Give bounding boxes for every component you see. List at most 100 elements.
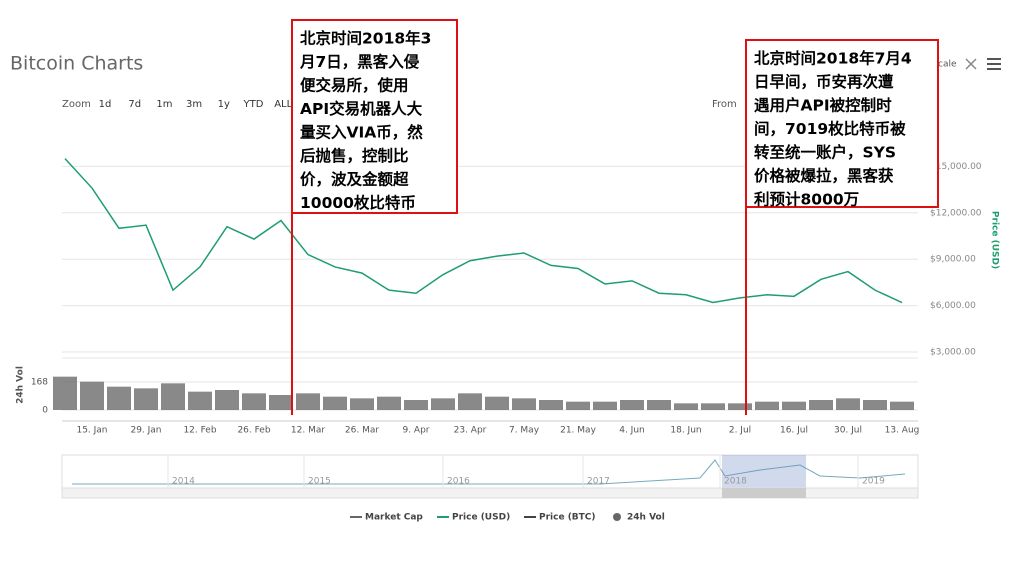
legend-label[interactable]: 24h Vol: [627, 513, 665, 523]
navigator-label: 2018: [724, 477, 747, 487]
legend-symbol: [613, 513, 621, 521]
y-tick-label: $9,000.00: [930, 255, 976, 265]
volume-bar: [593, 401, 617, 410]
volume-axis-title: 24h Vol: [16, 366, 26, 404]
navigator-label: 2019: [862, 477, 885, 487]
volume-bar: [539, 400, 563, 410]
volume-bar: [701, 403, 725, 410]
y-tick-label: $12,000.00: [930, 208, 982, 218]
annotation-text: 转至统一账户，SYS: [754, 143, 896, 162]
volume-bar: [674, 403, 698, 410]
price-line: [64, 158, 903, 304]
volume-bar: [485, 396, 509, 410]
volume-bar: [134, 388, 158, 410]
volume-bar: [323, 396, 347, 410]
annotation-text: 价格被爆拉，黑客获: [754, 166, 894, 185]
volume-bar: [620, 400, 644, 410]
zoom-button[interactable]: 3m: [186, 99, 202, 110]
navigator-label: 2014: [172, 477, 195, 487]
x-tick-label: 29. Jan: [130, 426, 161, 436]
volume-bar: [566, 401, 590, 410]
scrollbar[interactable]: [61, 487, 919, 499]
volume-bar: [647, 400, 671, 410]
zoom-label: Zoom: [62, 99, 91, 110]
annotation-text: 量买入VIA币，然: [300, 123, 423, 142]
volume-bar: [269, 395, 293, 410]
volume-tick-label: 0: [42, 406, 48, 416]
zoom-button[interactable]: 1y: [218, 99, 230, 110]
legend-label[interactable]: Price (BTC): [539, 513, 596, 523]
x-tick-label: 15. Jan: [76, 426, 107, 436]
zoom-button[interactable]: 7d: [128, 99, 141, 110]
annotation-text: 10000枚比特币: [300, 193, 416, 212]
volume-bar: [512, 398, 536, 410]
zoom-button[interactable]: ALL: [274, 99, 292, 110]
x-tick-label: 26. Feb: [237, 426, 270, 436]
legend-label[interactable]: Price (USD): [452, 513, 510, 523]
navigator-label: 2016: [447, 477, 470, 487]
zoom-button[interactable]: 1d: [99, 99, 112, 110]
volume-bar: [80, 381, 104, 410]
zoom-button[interactable]: YTD: [243, 99, 264, 110]
annotation-box: [291, 19, 458, 214]
annotation-box: [745, 39, 939, 208]
chart-title: Bitcoin Charts: [10, 53, 143, 75]
y-tick-label: $15,000.00: [930, 162, 982, 172]
x-tick-label: 9. Apr: [402, 426, 429, 436]
volume-bar: [161, 383, 185, 410]
volume-bar: [863, 400, 887, 410]
volume-bar: [404, 400, 428, 410]
volume-bar: [350, 398, 374, 410]
volume-bar: [296, 393, 320, 410]
x-tick-label: 12. Feb: [183, 426, 216, 436]
from-label: From: [712, 99, 737, 110]
y-tick-label: $6,000.00: [930, 301, 976, 311]
volume-bar: [377, 396, 401, 410]
y-axis-title: Price (USD): [990, 211, 1000, 269]
x-tick-label: 13. Aug: [885, 426, 920, 436]
annotation-text: API交易机器人大: [300, 99, 423, 118]
x-tick-label: 18. Jun: [670, 426, 701, 436]
volume-bar: [53, 376, 77, 410]
annotation-text: 北京时间2018年7月4: [754, 49, 912, 68]
annotation-text: 后抛售，控制比: [300, 146, 409, 165]
volume-tick-label: 168: [31, 378, 48, 388]
annotation-text: 便交易所，使用: [300, 76, 409, 95]
x-tick-label: 23. Apr: [454, 426, 487, 436]
fullscreen-icon[interactable]: [965, 58, 977, 70]
volume-bar: [431, 398, 455, 410]
volume-bar: [890, 401, 914, 410]
volume-bar: [242, 393, 266, 410]
volume-bar: [728, 403, 752, 410]
y-tick-label: $3,000.00: [930, 348, 976, 358]
navigator-line: [72, 459, 906, 485]
annotation-text: 北京时间2018年3: [300, 29, 431, 48]
navigator-label: 2017: [587, 477, 610, 487]
scale-label: cale: [938, 60, 957, 70]
annotation-text: 日早间，币安再次遭: [754, 72, 894, 91]
volume-bar: [836, 398, 860, 410]
annotation-text: 间，7019枚比特币被: [754, 119, 906, 138]
x-tick-label: 4. Jun: [619, 426, 645, 436]
navigator-label: 2015: [308, 477, 331, 487]
x-tick-label: 12. Mar: [291, 426, 325, 436]
legend-label[interactable]: Market Cap: [365, 513, 423, 523]
volume-bar: [458, 393, 482, 410]
x-tick-label: 7. May: [509, 426, 540, 436]
volume-bar: [215, 390, 239, 410]
x-tick-label: 2. Jul: [729, 426, 751, 436]
volume-bar: [755, 401, 779, 410]
annotation-text: 价，波及金额超: [300, 170, 409, 189]
volume-bar: [782, 401, 806, 410]
scrollbar-thumb[interactable]: [722, 488, 806, 498]
volume-bar: [188, 391, 212, 410]
annotation-text: 利预计8000万: [754, 190, 859, 209]
volume-bar: [107, 386, 131, 410]
zoom-button[interactable]: 1m: [156, 99, 172, 110]
x-tick-label: 21. May: [560, 426, 596, 436]
annotation-text: 月7日，黑客入侵: [299, 52, 420, 71]
x-tick-label: 30. Jul: [834, 426, 862, 436]
volume-bar: [809, 400, 833, 410]
menu-icon[interactable]: [987, 58, 1001, 70]
